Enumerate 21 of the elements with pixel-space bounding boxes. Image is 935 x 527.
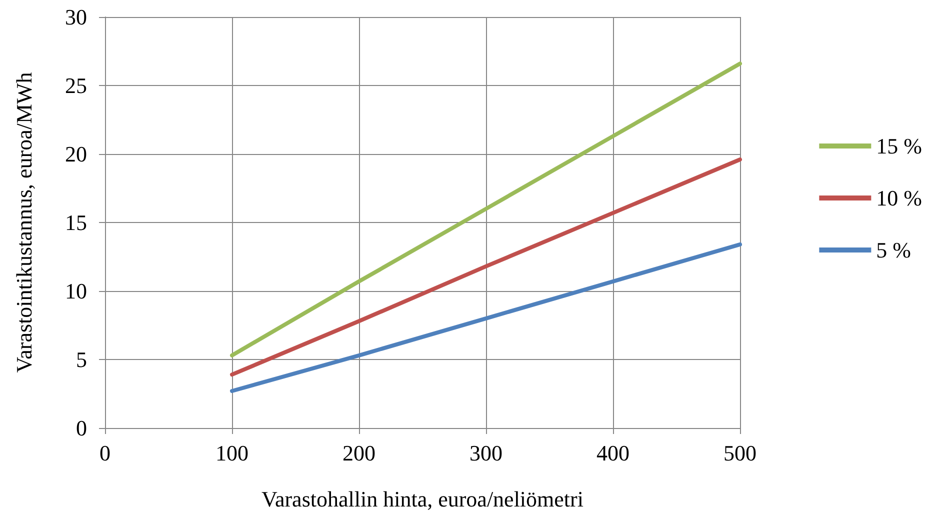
x-tick-label: 100 [216,440,248,466]
y-axis-title: Varastointikustannus, euroa/MWh [12,72,36,373]
line-series [230,242,742,394]
x-tick-label: 200 [342,440,376,466]
legend-label: 15 % [876,134,922,158]
x-tick-label: 300 [470,440,502,466]
y-tick-label: 15 [65,210,87,235]
x-tick-label: 500 [724,440,756,466]
y-tick-label: 30 [65,4,87,30]
y-tick-label: 0 [76,416,87,440]
x-tick-label: 0 [100,440,110,466]
y-tick-label: 5 [76,347,87,372]
legend-label: 5 % [876,238,911,262]
y-tick-label: 20 [65,142,87,166]
x-axis-title: Varastohallin hinta, euroa/neliömetri [262,486,584,512]
x-tick-label: 400 [596,440,630,466]
y-tick-label: 10 [65,278,87,304]
legend-label: 10 % [876,186,922,210]
line-series [230,62,742,358]
y-tick-label: 25 [65,73,87,98]
line-series [230,157,742,377]
